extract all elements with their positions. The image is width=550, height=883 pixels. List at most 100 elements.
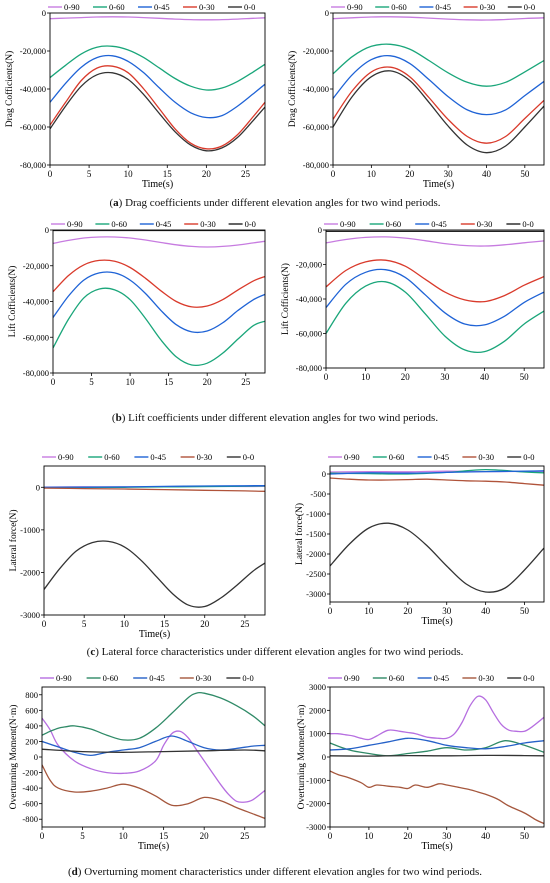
x-tick-label: 10: [126, 377, 136, 387]
x-tick-label: 30: [444, 169, 454, 179]
y-tick-label: -800: [22, 814, 38, 824]
y-tick-label: -2500: [306, 569, 326, 579]
chart-d1: 0 5 10 15 20 25 800 600 400 200 0 -200 -400 -600 -800 T…: [8, 673, 266, 852]
y-tick-label: 0: [34, 752, 38, 762]
chart-c1: 0 5 10 15 20 25 0 -1000 -2000 -3000 Time(s) Lateral…: [8, 452, 266, 640]
series-0-0-line: [330, 522, 544, 593]
series-0-45-line: [330, 737, 544, 751]
series-0-30-line: [50, 65, 265, 150]
x-tick-label: 0: [42, 619, 47, 629]
y-tick-label: -1500: [306, 529, 326, 539]
y-axis-label: Overturning Moment(N·m): [8, 705, 19, 810]
x-axis-label: Time(s): [142, 179, 173, 190]
y-tick-label: -80,000: [296, 363, 322, 373]
x-tick-label: 10: [120, 619, 130, 629]
y-axis-label: Lift Cofficients(N): [7, 266, 18, 338]
y-tick-label: -2000: [20, 567, 40, 577]
x-tick-label: 30: [440, 372, 450, 382]
y-tick-label: -3000: [306, 822, 326, 832]
series-0-60-line: [326, 280, 544, 354]
y-tick-label: -3000: [20, 610, 40, 620]
y-tick-label: -40,000: [303, 84, 329, 94]
x-tick-label: 15: [163, 169, 173, 179]
legend-label-0-60: 0-60: [386, 219, 402, 229]
y-tick-label: -80,000: [23, 368, 49, 378]
series-0-45-line: [44, 484, 265, 488]
legend-label-0-60: 0-60: [109, 2, 125, 12]
y-tick-label: -60,000: [23, 332, 49, 342]
legend-label-0-45: 0-45: [434, 452, 450, 462]
y-tick-label: 0: [322, 752, 326, 762]
x-tick-label: 20: [403, 606, 413, 616]
series-0-45-line: [333, 54, 544, 116]
chart-d2: 0 10 20 30 40 50 3000 2000 1000 0 -1000 -2000 -3000 T…: [296, 673, 545, 852]
legend-label-0-90: 0-90: [340, 219, 356, 229]
y-tick-label: -1000: [306, 775, 326, 785]
series-0-60-line: [53, 287, 265, 367]
caption-c: (c) Lateral force characteristics under …: [86, 646, 464, 658]
x-tick-label: 40: [480, 372, 490, 382]
series-0-30-line: [53, 259, 265, 308]
legend-label-0-45: 0-45: [434, 673, 450, 683]
x-tick-label: 20: [200, 619, 210, 629]
series-0-0-line: [44, 540, 265, 608]
x-tick-label: 0: [328, 831, 333, 841]
x-tick-label: 15: [159, 831, 169, 841]
series-0-90-line: [50, 16, 265, 21]
series-0-90-line: [53, 236, 265, 248]
series-0-45-line: [53, 271, 265, 334]
y-tick-label: -500: [310, 489, 326, 499]
series-0-90-line: [42, 717, 265, 803]
x-tick-label: 5: [87, 169, 92, 179]
legend-label-0-90: 0-90: [67, 219, 83, 229]
legend-label-0-90: 0-90: [58, 452, 74, 462]
x-axis-label: Time(s): [421, 841, 452, 852]
x-tick-label: 20: [203, 377, 213, 387]
legend-label-0-0: 0-0: [523, 673, 534, 683]
legend-label-0-90: 0-90: [344, 452, 360, 462]
legend-label-0-0: 0-0: [523, 452, 534, 462]
x-tick-label: 50: [520, 169, 530, 179]
x-tick-label: 5: [80, 831, 85, 841]
legend-label-0-30: 0-30: [478, 452, 494, 462]
series-0-30-line: [42, 764, 265, 820]
y-tick-label: -80,000: [303, 160, 329, 170]
legend-label-0-90: 0-90: [344, 673, 360, 683]
legend-label-0-30: 0-30: [478, 673, 494, 683]
x-tick-label: 50: [520, 831, 530, 841]
x-tick-label: 20: [403, 831, 413, 841]
y-tick-label: -20,000: [296, 260, 322, 270]
x-tick-label: 40: [481, 606, 491, 616]
y-axis-label: Drag Cofficients(N): [287, 51, 298, 128]
y-tick-label: -20,000: [23, 261, 49, 271]
plot-frame: [325, 229, 545, 369]
x-tick-label: 20: [401, 372, 411, 382]
legend-label-0-0: 0-0: [244, 2, 255, 12]
legend-label-0-90: 0-90: [347, 2, 363, 12]
chart-b1: 0 5 10 15 20 25 0 -20,000 -40,000 -60,000 -80,000 L…: [7, 219, 266, 387]
legend-label-0-60: 0-60: [103, 673, 119, 683]
x-tick-label: 25: [241, 169, 251, 179]
y-tick-label: -400: [22, 783, 38, 793]
chart-a1: 0 5 10 15 20 25 0 -20,000 -40,000 -60,000 -80,000 T…: [4, 2, 266, 190]
y-axis-label: Drag Cofficients(N): [4, 51, 15, 128]
x-tick-label: 5: [82, 619, 87, 629]
legend-label-0-90: 0-90: [64, 2, 80, 12]
series-0-0-line: [333, 70, 544, 154]
series-0-60-line: [42, 691, 265, 741]
legend-label-0-30: 0-30: [480, 2, 496, 12]
x-tick-label: 15: [160, 619, 170, 629]
y-tick-label: 2000: [309, 705, 326, 715]
y-tick-label: -1000: [306, 509, 326, 519]
x-tick-label: 10: [367, 169, 377, 179]
x-tick-label: 10: [119, 831, 129, 841]
y-tick-label: -600: [22, 799, 38, 809]
x-tick-label: 15: [164, 377, 174, 387]
series-0-90-line: [333, 16, 544, 21]
x-tick-label: 20: [200, 831, 210, 841]
x-tick-label: 20: [202, 169, 212, 179]
chart-a2: 0 10 20 30 40 50 0 -20,000 -40,000 -60,000 -80,000…: [287, 2, 545, 190]
x-tick-label: 0: [331, 169, 336, 179]
x-tick-label: 10: [364, 606, 374, 616]
